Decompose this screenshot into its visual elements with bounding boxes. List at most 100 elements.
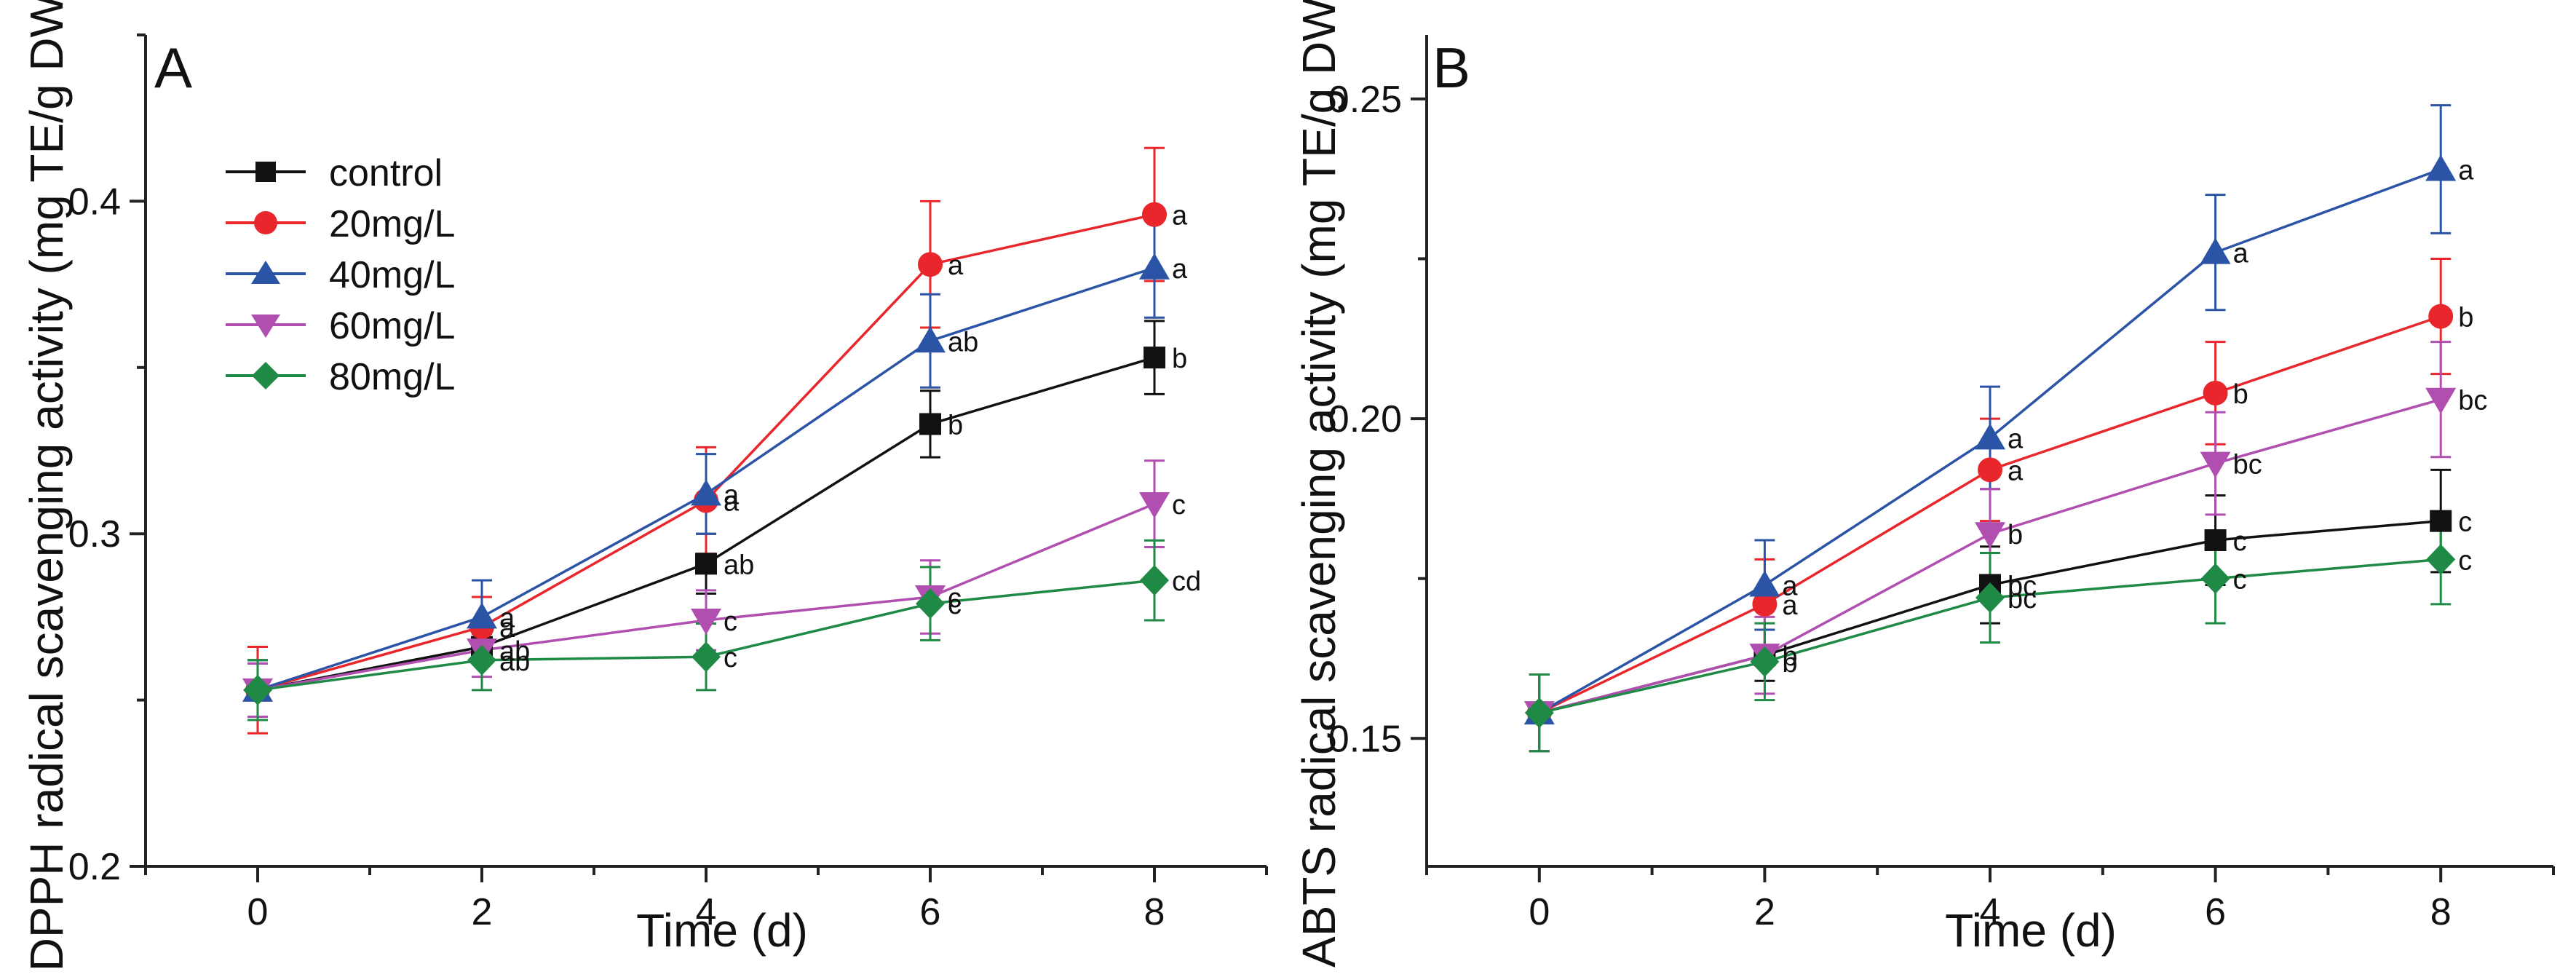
panel-b-point-80mg-l [1524, 697, 1554, 729]
panel-b-point-80mg-l [2200, 563, 2230, 594]
panel-a-significance-label: a [724, 487, 740, 518]
panel-b-significance-label: a [2458, 155, 2474, 186]
panel-a-point-control [1144, 347, 1165, 369]
panel-a-legend: control 20mg/L 40mg/L 60mg/L 80mg/L [226, 152, 455, 398]
panel-b-abts: B 0 2 4 6 80.150.200.25bcccaabbaaaabbbcbcbbc… [1293, 0, 2555, 968]
panel-b-y-tick-label: 0.15 [1328, 718, 1402, 760]
panel-a-x-tick-label: 2 [472, 891, 493, 933]
panel-b-point-60mg-l [2425, 387, 2457, 414]
panel-a-significance-label: c [724, 643, 737, 673]
panel-a-significance-label: a [1172, 254, 1188, 285]
panel-b-point-80mg-l [1975, 582, 2005, 614]
square-marker-icon [255, 162, 276, 182]
panel-b-significance-label: bc [2008, 571, 2037, 601]
panel-a-point-40mg-l [1139, 253, 1170, 280]
panel-a-x-tick-label: 6 [920, 891, 941, 933]
panel-a-significance-label: c [1172, 490, 1186, 521]
panel-b-significance-label: c [2458, 507, 2472, 538]
panel-b-y-tick-label: 0.25 [1328, 79, 1402, 121]
panel-b-point-40mg-l [2200, 237, 2231, 264]
panel-b-x-axis-title: Time (d) [1945, 904, 2117, 957]
legend-label-40mg: 40mg/L [329, 254, 455, 296]
panel-b-x-tick-label: 4 [1980, 891, 2001, 933]
panel-a-y-axis-title: DPPH radical scavenging activity (mg TE/… [20, 0, 73, 971]
panel-b-point-20mg-l [2203, 380, 2228, 406]
panel-b-point-60mg-l [1975, 522, 2005, 549]
panel-b-point-40mg-l [1975, 423, 2005, 450]
panel-a-point-40mg-l [467, 602, 497, 629]
panel-b-x-tick-label: 6 [2205, 891, 2226, 933]
triangle-up-marker-icon [251, 261, 280, 284]
panel-b-significance-label: bc [2008, 584, 2037, 614]
panel-a-label: A [154, 36, 192, 100]
panel-b-label: B [1432, 36, 1470, 100]
panel-a-significance-label: ab [499, 636, 530, 667]
panel-a-y-tick-label: 0.4 [68, 181, 121, 223]
panel-b-point-80mg-l [1750, 646, 1780, 677]
panel-b-point-80mg-l [2426, 544, 2456, 575]
panel-a-point-60mg-l [691, 608, 721, 635]
panel-b-point-40mg-l [2425, 154, 2457, 181]
panel-a-point-control [695, 553, 717, 575]
panel-a-significance-label: a [499, 603, 515, 633]
panel-a-significance-label: b [1172, 344, 1187, 374]
panel-a-point-40mg-l [691, 479, 721, 506]
panel-b-significance-label: b [2008, 520, 2023, 550]
panel-b-significance-label: bc [2458, 386, 2487, 416]
panel-b-point-20mg-l [1752, 591, 1778, 617]
panel-a-significance-label: a [948, 250, 964, 281]
panel-a-significance-label: cd [1172, 566, 1201, 597]
panel-b-point-20mg-l [2428, 304, 2454, 329]
legend-label-80mg: 80mg/L [329, 356, 455, 398]
panel-a-point-80mg-l [916, 588, 945, 620]
panel-a-point-20mg-l [918, 252, 943, 277]
panel-b-point-control [2430, 510, 2452, 532]
panel-b-point-40mg-l [1749, 570, 1780, 597]
panel-a-significance-label: a [724, 480, 740, 510]
legend-label-60mg: 60mg/L [329, 305, 455, 347]
legend-item-control: control [226, 152, 443, 194]
panel-a-point-80mg-l [467, 644, 496, 676]
panel-a-point-60mg-l [1139, 492, 1170, 519]
diamond-marker-icon [252, 362, 280, 389]
panel-a-significance-label: ab [724, 550, 754, 580]
triangle-down-marker-icon [251, 315, 280, 338]
panel-a-x-tick-label: 4 [696, 891, 717, 933]
panel-a-point-40mg-l [915, 326, 946, 353]
panel-b-significance-label: a [2008, 456, 2024, 486]
panel-a-y-tick-label: 0.3 [68, 513, 121, 555]
panel-b-significance-label: c [2458, 545, 2472, 576]
panel-a-point-80mg-l [691, 641, 721, 673]
panel-b-x-tick-label: 2 [1754, 891, 1775, 933]
panel-b-x-tick-label: 0 [1529, 891, 1550, 933]
panel-a-significance-label: ab [499, 646, 530, 677]
panel-b-significance-label: b [2233, 379, 2248, 410]
panel-b-significance-label: b [1782, 648, 1797, 679]
panel-a-significance-label: c [948, 590, 962, 620]
legend-item-80mg: 80mg/L [226, 356, 455, 398]
panel-b-y-tick-label: 0.20 [1328, 398, 1402, 440]
panel-a-significance-label: ab [948, 327, 978, 357]
panel-a-x-tick-label: 0 [247, 891, 269, 933]
panel-a-point-80mg-l [243, 674, 272, 705]
panel-b-significance-label: bc [2233, 450, 2262, 480]
panel-a-significance-label: a [1172, 201, 1188, 232]
panel-b-significance-label: c [2233, 526, 2247, 557]
panel-a-significance-label: c [724, 606, 737, 637]
panel-b-significance-label: c [2233, 565, 2247, 596]
panel-b-significance-label: b [2458, 303, 2473, 333]
panel-a-point-control [919, 413, 941, 435]
panel-a-significance-label: a [499, 613, 515, 644]
panel-b-point-20mg-l [1978, 457, 2002, 483]
panel-b-point-control [2204, 529, 2227, 551]
panel-b-y-axis-title: ABTS radical scavenging activity (mg TE/… [1293, 0, 1345, 968]
panel-b-significance-label: a [1782, 590, 1798, 621]
panel-a-point-20mg-l [1142, 202, 1167, 227]
panel-a-x-tick-label: 8 [1144, 891, 1165, 933]
legend-item-20mg: 20mg/L [226, 203, 455, 245]
panel-a-significance-label: c [948, 583, 962, 614]
